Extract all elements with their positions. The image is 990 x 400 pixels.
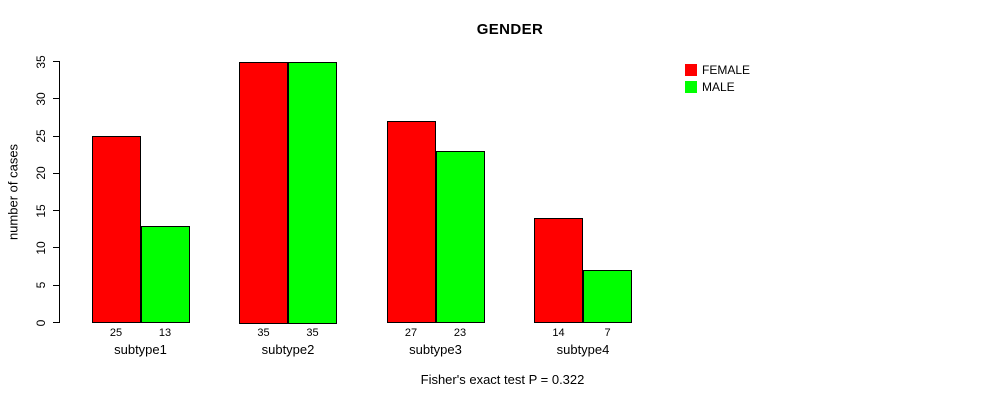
y-tick-mark <box>53 322 60 323</box>
bar-value-label: 14 <box>552 327 565 339</box>
category-label-subtype4: subtype4 <box>556 342 610 357</box>
chart-title: GENDER <box>476 21 544 38</box>
bar-value-label: 35 <box>306 327 319 339</box>
bar-male-subtype2 <box>288 61 337 324</box>
bar-value-label: 7 <box>604 327 611 339</box>
bar-value-label: 35 <box>257 327 270 339</box>
bar-value-label: 13 <box>158 327 172 339</box>
bar-male-subtype1 <box>140 225 190 324</box>
y-tick-label: 15 <box>34 203 48 218</box>
y-tick-label: 20 <box>34 166 48 181</box>
bar-male-subtype4 <box>583 270 632 324</box>
legend-swatch-female <box>685 64 697 76</box>
y-tick-mark <box>53 210 60 212</box>
bar-value-label: 25 <box>109 327 123 339</box>
y-tick-label: 35 <box>34 54 48 69</box>
y-tick-mark <box>53 284 60 286</box>
y-tick-label: 30 <box>34 92 48 106</box>
footnote-fishers-test: Fisher's exact test P = 0.322 <box>420 372 585 387</box>
legend-label: FEMALE <box>702 63 751 77</box>
y-tick-label: 25 <box>34 129 48 143</box>
bar-female-subtype4 <box>534 218 583 324</box>
y-tick-mark <box>53 98 60 100</box>
y-tick-mark <box>53 61 60 62</box>
bar-male-subtype3 <box>435 150 485 324</box>
y-tick-mark <box>53 247 60 249</box>
bar-value-label: 27 <box>404 327 418 339</box>
legend-label: MALE <box>702 80 735 94</box>
legend-row-female: FEMALE <box>685 63 750 77</box>
y-axis-line <box>59 61 60 323</box>
y-tick-mark <box>53 172 60 174</box>
category-label-subtype3: subtype3 <box>409 342 462 357</box>
y-tick-label: 5 <box>34 281 48 289</box>
legend-swatch-male <box>685 81 697 93</box>
bar-female-subtype1 <box>91 136 141 324</box>
bar-value-label: 23 <box>453 327 467 339</box>
category-label-subtype2: subtype2 <box>261 342 315 357</box>
category-label-subtype1: subtype1 <box>114 342 167 357</box>
y-tick-label: 10 <box>34 241 48 255</box>
y-axis-title: number of cases <box>5 143 21 241</box>
y-tick-mark <box>53 135 60 137</box>
bar-female-subtype3 <box>386 121 436 324</box>
legend-row-male: MALE <box>685 80 750 94</box>
legend: FEMALE MALE <box>685 63 750 97</box>
bar-female-subtype2 <box>239 61 288 324</box>
y-tick-label: 0 <box>34 319 48 326</box>
